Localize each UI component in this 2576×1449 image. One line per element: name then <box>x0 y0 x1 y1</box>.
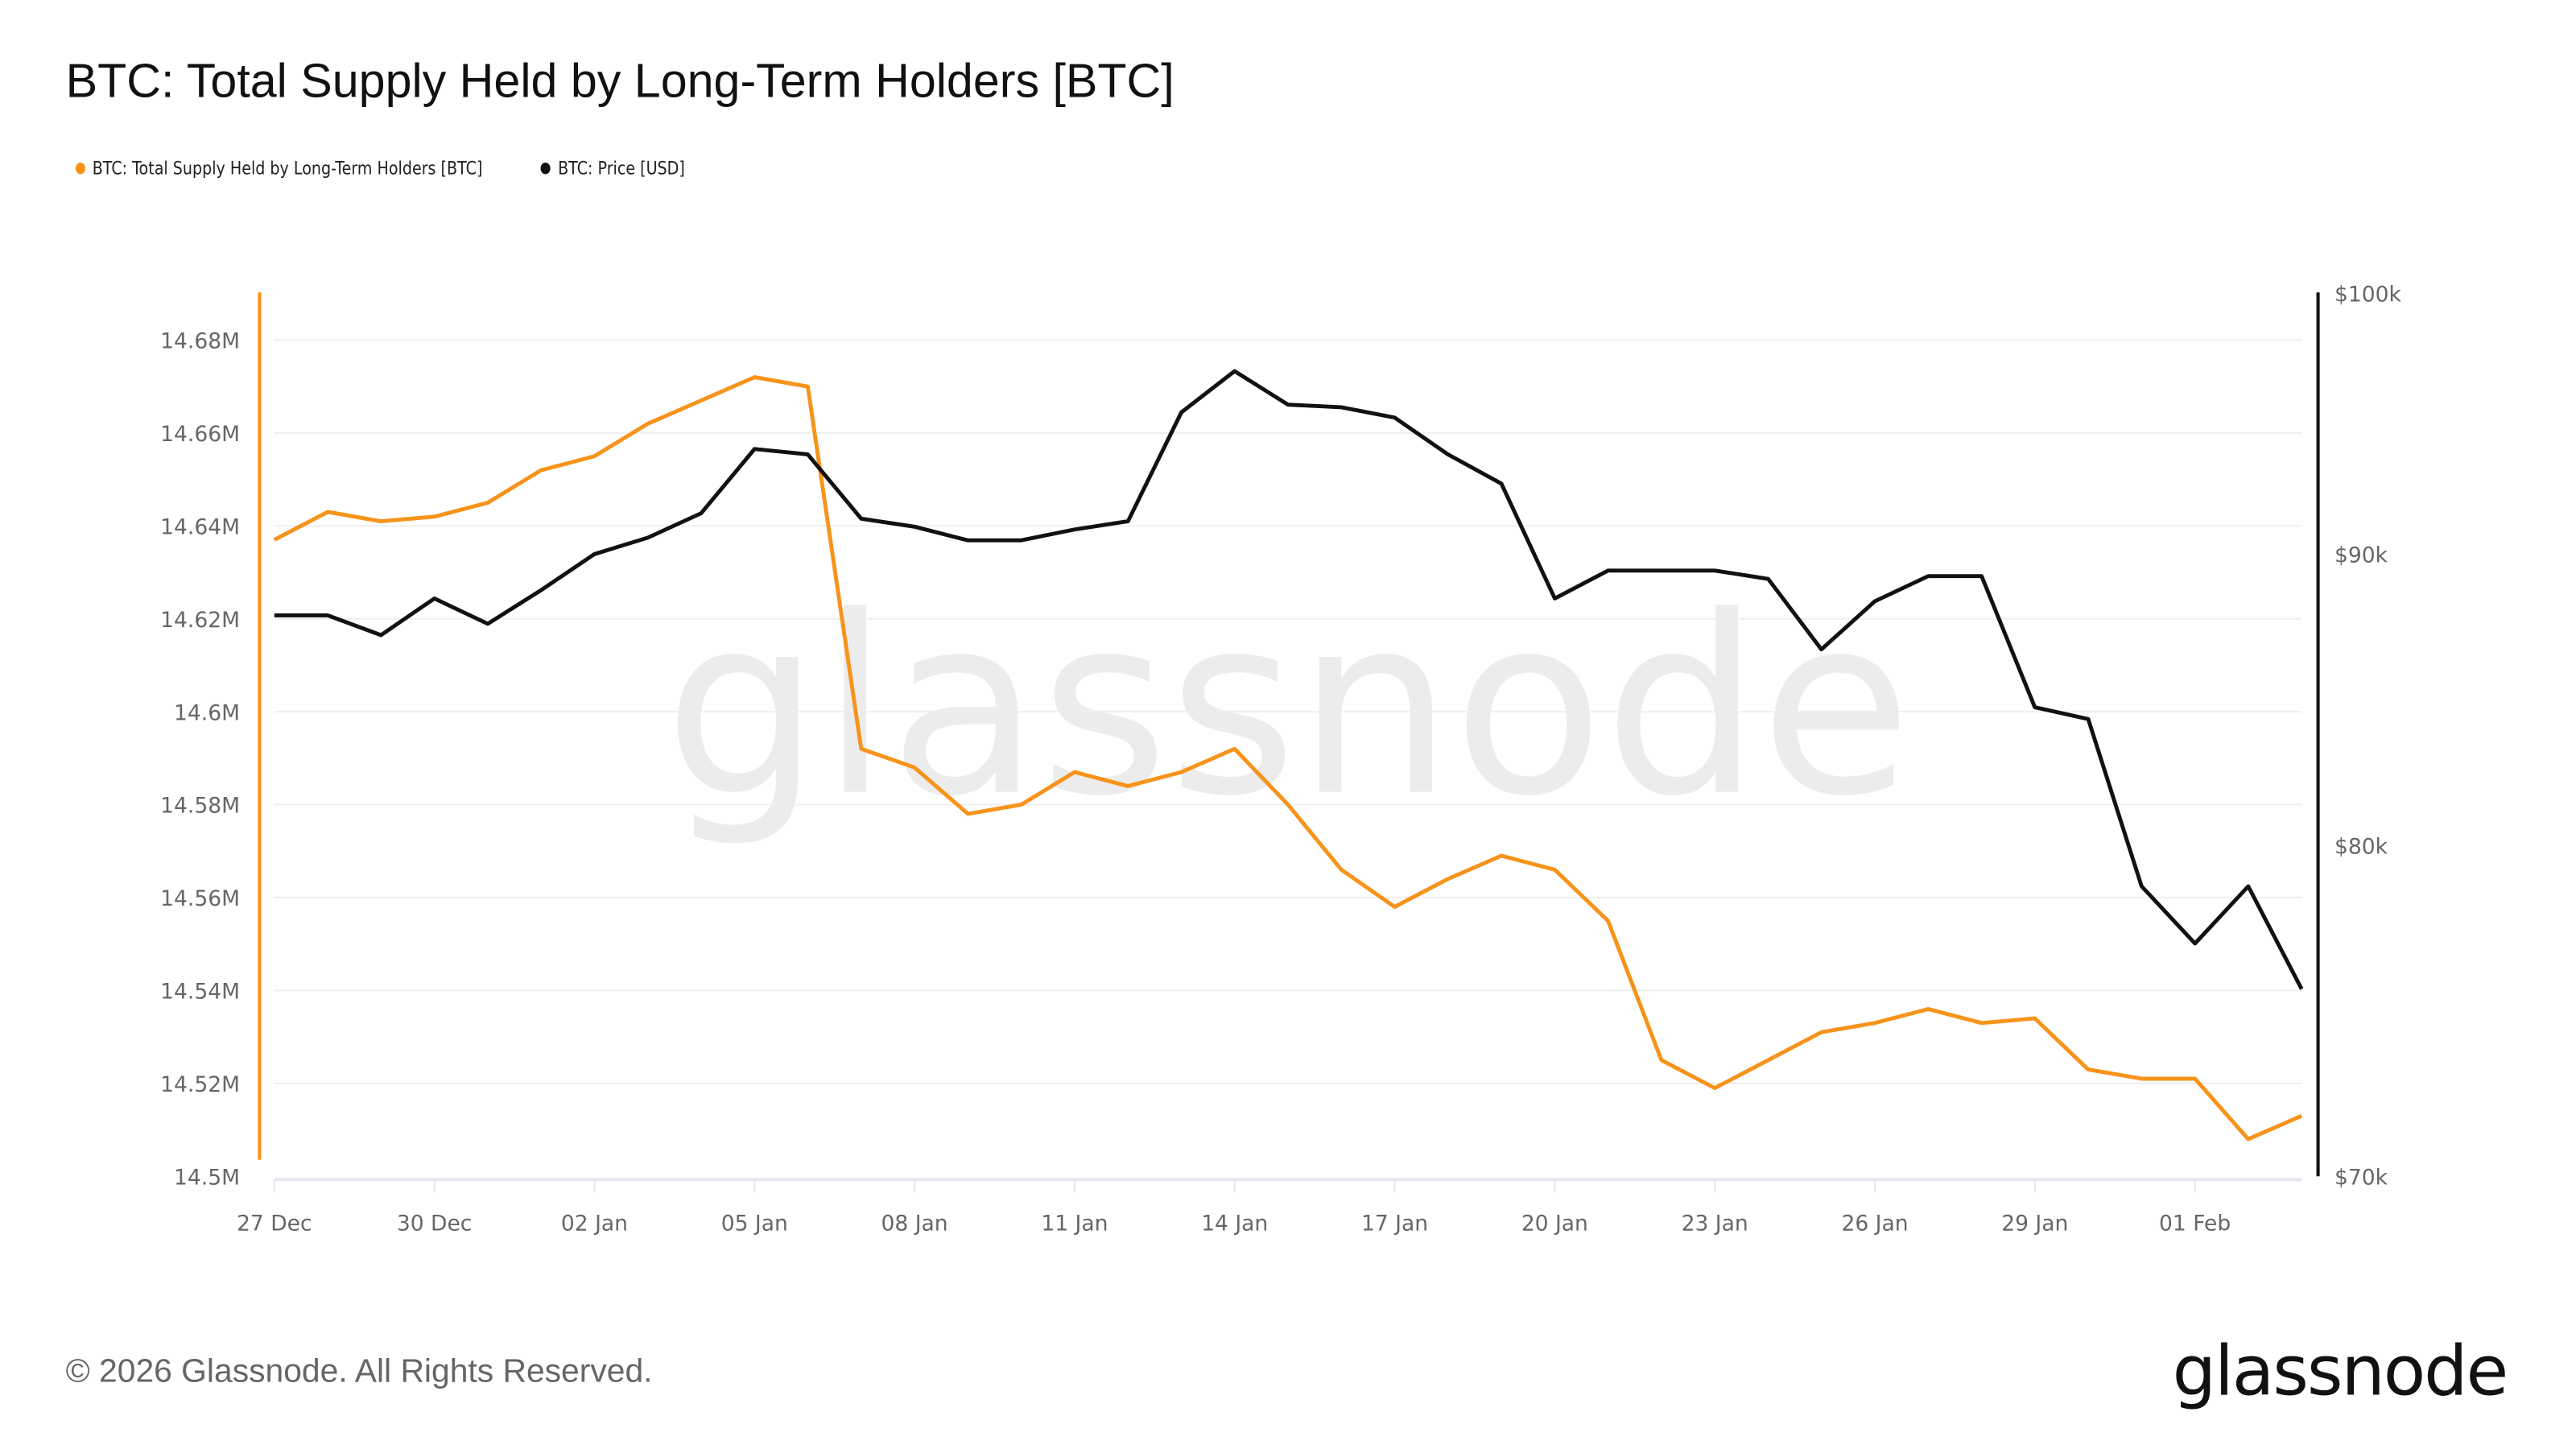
x-tick-label: 11 Jan <box>1041 1212 1108 1236</box>
glassnode-logo: glassnode <box>2172 1331 2509 1412</box>
y-left-tick-label: 14.5M <box>174 1165 240 1190</box>
legend-dot-orange-icon <box>75 163 86 175</box>
y-right-tick-label: $90k <box>2334 543 2388 568</box>
legend-item-lth-supply[interactable]: BTC: Total Supply Held by Long-Term Hold… <box>75 157 483 180</box>
x-tick-label: 05 Jan <box>721 1212 788 1236</box>
y-left-tick-label: 14.52M <box>160 1072 240 1097</box>
y-left-tick-label: 14.64M <box>160 514 240 539</box>
x-tick-label: 30 Dec <box>397 1212 472 1236</box>
y-left-tick-label: 14.56M <box>160 886 240 911</box>
x-tick-label: 20 Jan <box>1521 1212 1588 1236</box>
x-tick-label: 02 Jan <box>561 1212 628 1236</box>
x-tick-label: 01 Feb <box>2159 1212 2231 1236</box>
x-tick-label: 26 Jan <box>1841 1212 1908 1236</box>
legend-dot-black-icon <box>541 163 551 175</box>
legend: BTC: Total Supply Held by Long-Term Hold… <box>75 157 685 180</box>
x-tick-label: 14 Jan <box>1201 1212 1268 1236</box>
y-right-tick-label: $80k <box>2334 835 2388 860</box>
x-tick-label: 17 Jan <box>1361 1212 1428 1236</box>
legend-item-price[interactable]: BTC: Price [USD] <box>541 157 685 180</box>
y-right-tick-label: $70k <box>2334 1165 2388 1190</box>
y-left-tick-label: 14.62M <box>160 608 240 633</box>
y-left-tick-label: 14.54M <box>160 980 240 1005</box>
chart-title: BTC: Total Supply Held by Long-Term Hold… <box>65 56 1174 109</box>
x-tick-label: 27 Dec <box>237 1212 312 1236</box>
legend-label: BTC: Total Supply Held by Long-Term Hold… <box>92 157 483 180</box>
y-left-tick-label: 14.58M <box>160 794 240 819</box>
y-right-tick-label: $100k <box>2334 282 2401 307</box>
copyright-footer: © 2026 Glassnode. All Rights Reserved. <box>65 1353 653 1390</box>
y-left-tick-label: 14.6M <box>174 700 240 725</box>
x-tick-label: 29 Jan <box>2001 1212 2068 1236</box>
x-tick-label: 23 Jan <box>1682 1212 1748 1236</box>
x-tick-label: 08 Jan <box>881 1212 948 1236</box>
y-left-tick-label: 14.66M <box>160 422 240 447</box>
legend-label: BTC: Price [USD] <box>558 157 685 180</box>
y-left-tick-label: 14.68M <box>160 329 240 354</box>
